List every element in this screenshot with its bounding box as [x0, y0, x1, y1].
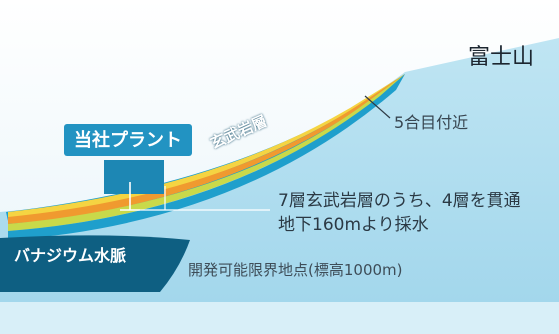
- description-line-1: 7層玄武岩層のうち、4層を貫通: [278, 191, 521, 211]
- building-icon: [64, 124, 192, 194]
- vanadium-vein-label: バナジウム水脈: [14, 246, 127, 265]
- plant-label: 当社プラント: [74, 130, 182, 151]
- fifth-station-pointer: [364, 95, 391, 119]
- plant-label-box: [64, 124, 192, 156]
- mountain-name: 富士山: [468, 45, 535, 70]
- fifth-station-label: 5合目付近: [394, 113, 469, 132]
- lower-band: [0, 300, 559, 334]
- development-limit-label: 開発可能限界地点(標高1000m): [188, 261, 403, 279]
- water-source-description: 7層玄武岩層のうち、4層を貫通 地下160mより採水: [278, 190, 521, 238]
- description-line-2: 地下160mより採水: [278, 214, 429, 235]
- mountain-ground: [0, 38, 559, 302]
- vanadium-vein: [0, 235, 190, 292]
